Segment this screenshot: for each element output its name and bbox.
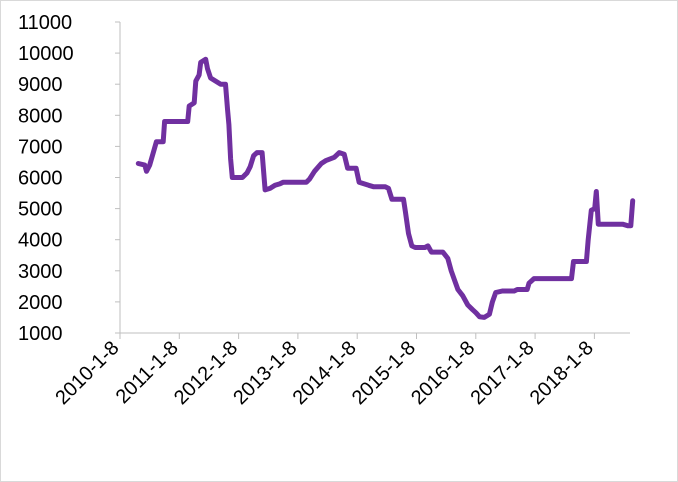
y-tick-label: 10000 [18, 43, 74, 65]
x-axis-ticks: 2010-1-82011-1-82012-1-82013-1-82014-1-8… [51, 333, 598, 409]
chart-series [135, 56, 636, 320]
y-tick-label: 2000 [18, 292, 63, 314]
x-tick-label: 2018-1-8 [526, 337, 598, 409]
y-axis-ticks: 1000 2000 3000 4000 5000 6000 7000 8000 9000 1000… [18, 12, 120, 345]
x-tick-label: 2013-1-8 [229, 337, 301, 409]
x-tick-label: 2017-1-8 [466, 337, 538, 409]
y-tick-label: 6000 [18, 168, 63, 190]
y-tick-label: 11000 [18, 12, 72, 34]
x-tick-label: 2014-1-8 [289, 337, 361, 409]
chart-axes [119, 22, 630, 334]
x-tick-label: 2016-1-8 [407, 337, 479, 409]
y-tick-label: 8000 [18, 105, 63, 127]
x-tick-label: 2010-1-8 [51, 337, 123, 409]
y-tick-label: 3000 [18, 261, 63, 283]
y-tick-label: 4000 [18, 230, 63, 252]
x-tick-label: 2015-1-8 [348, 337, 420, 409]
y-tick-label: 9000 [18, 74, 63, 96]
y-tick-label: 5000 [18, 199, 63, 221]
y-tick-label: 1000 [18, 323, 63, 345]
y-tick-label: 7000 [18, 136, 63, 158]
x-tick-label: 2012-1-8 [170, 337, 242, 409]
x-tick-label: 2011-1-8 [112, 337, 183, 408]
series-line [135, 56, 636, 320]
